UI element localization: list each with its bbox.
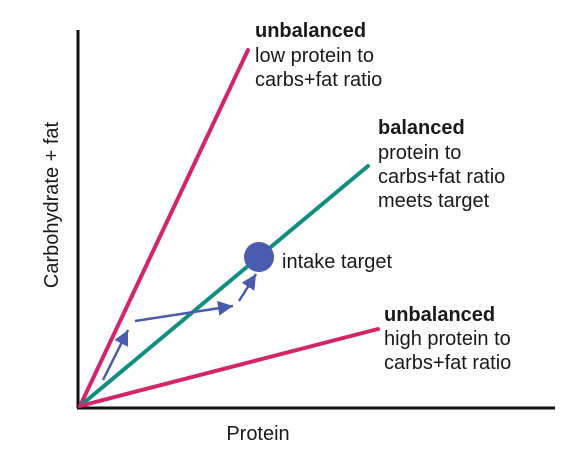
top-line-desc-1: low protein to: [255, 45, 374, 67]
middle-line-desc-1: protein to: [378, 142, 461, 164]
intake-target-dot: [244, 242, 274, 272]
y-axis-label: Carbohydrate + fat: [41, 121, 63, 288]
bottom-line-desc-2: carbs+fat ratio: [384, 352, 511, 374]
top-line-title: unbalanced: [255, 20, 366, 42]
intake-target-label: intake target: [282, 251, 393, 273]
top-line-desc-2: carbs+fat ratio: [255, 69, 382, 91]
progress-arrow-1: [101, 329, 130, 381]
x-axis-label: Protein: [226, 423, 289, 445]
progress-arrow-2: [134, 300, 234, 323]
middle-line-title: balanced: [378, 117, 465, 139]
unbalanced-low-protein-line: [78, 48, 250, 408]
bottom-line-desc-1: high protein to: [384, 328, 511, 350]
bottom-line-title: unbalanced: [384, 304, 495, 326]
unbalanced-high-protein-line: [78, 327, 380, 408]
middle-line-desc-2: carbs+fat ratio: [378, 166, 505, 188]
middle-line-desc-3: meets target: [378, 190, 490, 212]
balanced-line: [78, 164, 370, 408]
progress-arrow-3: [237, 273, 258, 302]
